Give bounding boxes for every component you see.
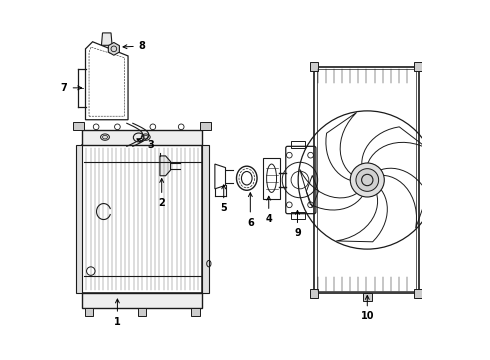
Bar xyxy=(310,289,318,298)
Bar xyxy=(415,62,423,71)
Circle shape xyxy=(356,168,379,192)
Bar xyxy=(202,145,209,293)
Bar xyxy=(200,122,211,130)
Polygon shape xyxy=(101,33,112,45)
Ellipse shape xyxy=(100,134,109,140)
Polygon shape xyxy=(160,156,171,176)
Text: 9: 9 xyxy=(294,211,301,238)
Text: 8: 8 xyxy=(123,41,146,51)
Bar xyxy=(363,293,371,301)
Text: 2: 2 xyxy=(158,179,165,208)
Text: 4: 4 xyxy=(266,196,272,224)
Bar xyxy=(191,308,199,316)
Bar xyxy=(310,62,318,71)
Bar xyxy=(75,145,82,293)
Bar xyxy=(314,67,418,293)
Text: 7: 7 xyxy=(61,83,82,93)
Text: 1: 1 xyxy=(114,299,121,327)
Bar xyxy=(317,69,416,291)
Bar xyxy=(82,130,202,145)
Bar xyxy=(138,308,147,316)
Bar xyxy=(415,289,423,298)
Text: 5: 5 xyxy=(220,185,227,213)
Bar xyxy=(291,141,305,148)
Bar xyxy=(263,158,280,199)
Bar xyxy=(85,308,93,316)
Bar xyxy=(291,212,305,219)
Bar xyxy=(74,122,84,130)
Ellipse shape xyxy=(141,134,150,140)
Bar xyxy=(82,293,202,308)
Text: 3: 3 xyxy=(137,139,154,149)
Polygon shape xyxy=(108,42,120,55)
Text: 10: 10 xyxy=(361,296,374,321)
Circle shape xyxy=(350,163,384,197)
Text: 6: 6 xyxy=(247,193,254,228)
